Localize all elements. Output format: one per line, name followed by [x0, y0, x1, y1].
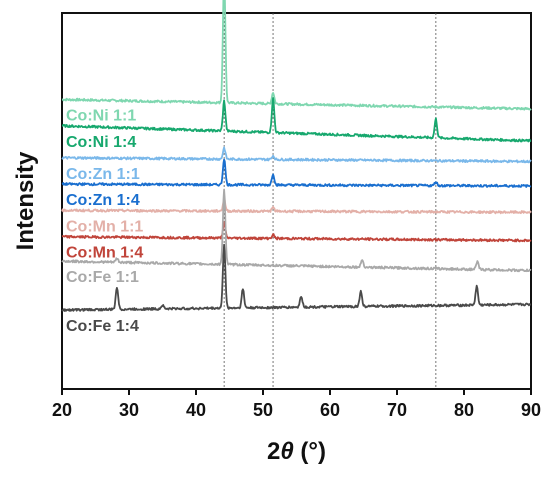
- series-label: Co:Fe 1:1: [66, 269, 139, 286]
- x-tick-label: 70: [387, 400, 407, 420]
- series-label: Co:Mn 1:4: [66, 245, 143, 262]
- series-label: Co:Ni 1:1: [66, 107, 136, 124]
- y-axis-label: Intensity: [12, 151, 39, 250]
- series-line: [61, 0, 532, 111]
- reference-lines: [223, 13, 437, 389]
- series-line: [61, 188, 532, 273]
- series-line: [61, 221, 532, 243]
- x-tick-label: 20: [52, 400, 72, 420]
- x-axis: 20 30 40 50 60 70 80 90: [52, 389, 541, 420]
- x-tick-label: 80: [454, 400, 474, 420]
- x-tick-label: 60: [320, 400, 340, 420]
- x-axis-label-symbol: 2: [267, 438, 280, 465]
- x-tick-label: 40: [186, 400, 206, 420]
- series-line: [61, 158, 532, 188]
- series-line: [61, 97, 532, 143]
- series-label: Co:Ni 1:4: [66, 134, 136, 151]
- x-tick-label: 50: [253, 400, 273, 420]
- series-layer: [61, 0, 532, 312]
- x-axis-label: 2θ (°): [267, 438, 326, 465]
- series-line: [61, 199, 532, 215]
- series-label: Co:Zn 1:4: [66, 192, 140, 209]
- x-tick-label: 30: [119, 400, 139, 420]
- series-label: Co:Mn 1:1: [66, 218, 143, 235]
- series-labels: Co:Ni 1:1 Co:Ni 1:4 Co:Zn 1:1 Co:Zn 1:4 Co:M…: [66, 107, 143, 335]
- x-axis-label-variable: θ: [280, 438, 293, 465]
- series-label: Co:Fe 1:4: [66, 318, 139, 335]
- series-label: Co:Zn 1:1: [66, 166, 140, 183]
- plot-frame: [61, 12, 532, 390]
- x-axis-label-unit: (°): [294, 438, 326, 465]
- series-line: [61, 146, 532, 164]
- series-line: [61, 243, 532, 312]
- x-tick-label: 90: [521, 400, 541, 420]
